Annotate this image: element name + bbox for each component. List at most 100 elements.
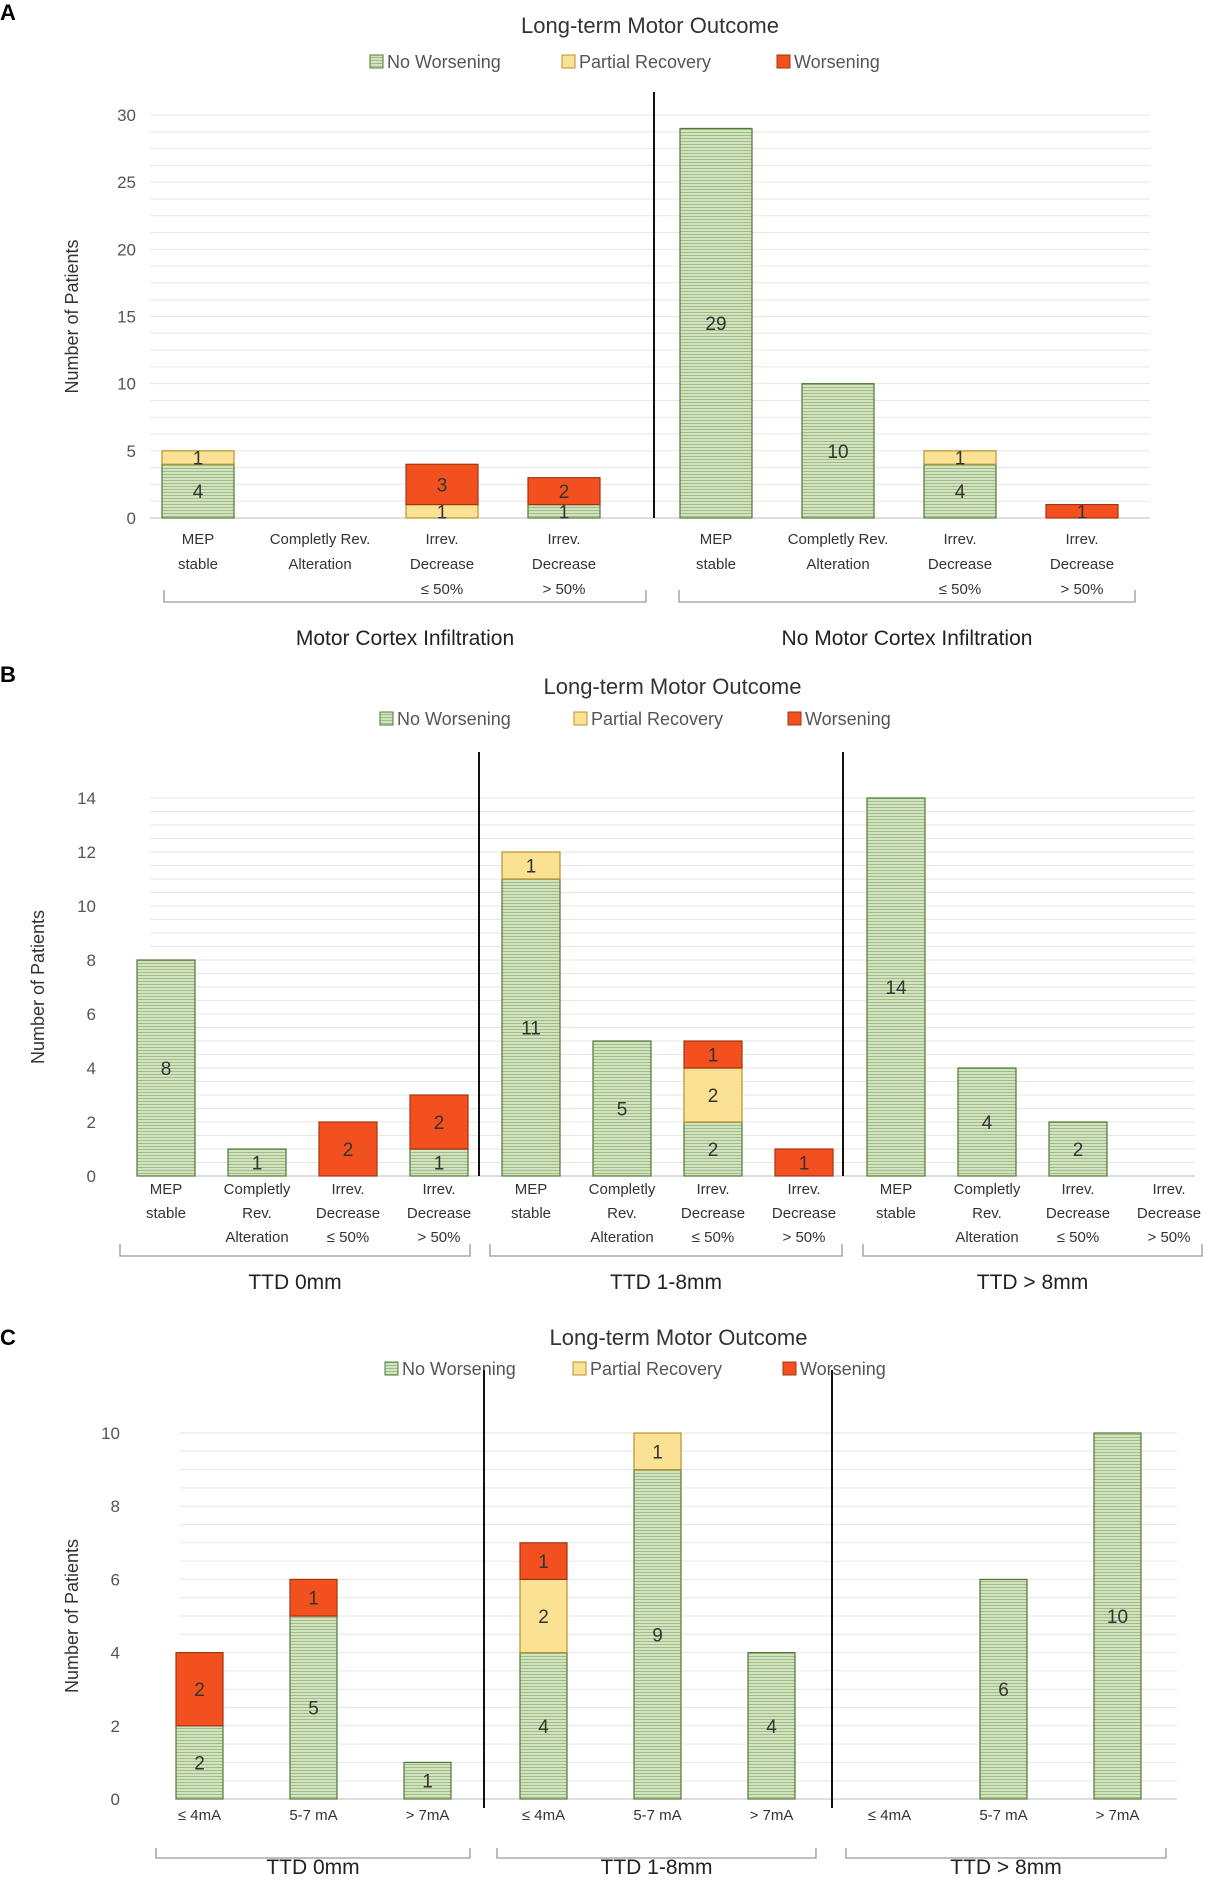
data-label: 1 [559,502,570,523]
bar-segment-no-worsening [501,878,561,1177]
data-label: 1 [526,857,537,878]
y-tick-label: 6 [87,1005,96,1024]
category-label: ≤ 4mA [868,1807,911,1824]
bar-segment-no-worsening [979,1578,1028,1800]
legend-label: Partial Recovery [579,52,711,72]
bar-segment-no-worsening [161,463,235,519]
bar-segment-partial-recovery [923,450,997,465]
data-label: 2 [194,1680,205,1701]
y-tick-label: 2 [87,1113,96,1132]
y-tick-label: 10 [101,1424,120,1443]
bar-segment-no-worsening [1048,1121,1108,1177]
data-label: 1 [437,502,448,523]
y-tick-label: 8 [111,1497,120,1516]
bar-segment-no-worsening [592,1040,652,1177]
chart-title: Long-term Motor Outcome [550,1325,808,1350]
category-label: 5-7 mA [979,1807,1027,1824]
category-label: > 50% [1148,1229,1191,1246]
y-tick-label: 30 [117,106,136,125]
legend-swatch-partial-recovery [573,711,588,726]
data-label: 8 [161,1059,172,1080]
category-label: Irrev. [422,1181,455,1198]
category-label: Alteration [288,556,351,573]
category-label: Irrev. [425,531,458,548]
y-tick-label: 12 [77,843,96,862]
category-label: Decrease [681,1205,745,1222]
legend-swatch-worsening [776,54,791,69]
category-label: stable [511,1205,551,1222]
bar-segment-no-worsening [633,1468,682,1800]
category-label: ≤ 50% [1057,1229,1099,1246]
y-tick-label: 0 [111,1790,120,1809]
y-tick-label: 5 [127,442,136,461]
data-label: 10 [827,442,848,463]
category-label: > 50% [1061,581,1104,598]
data-label: 3 [437,475,448,496]
bar-segment-no-worsening [801,383,875,519]
data-label: 1 [308,1589,319,1610]
legend-swatch-worsening [787,711,802,726]
group-bracket [862,1244,1203,1257]
legend-swatch-partial-recovery [572,1361,587,1376]
category-label: Alteration [590,1229,653,1246]
category-label: stable [876,1205,916,1222]
data-label: 2 [343,1140,354,1161]
group-label: No Motor Cortex Infiltration [782,627,1033,650]
data-label: 2 [708,1086,719,1107]
bar-segment-no-worsening [683,1121,743,1177]
chart-panel-c: C Long-term Motor Outcome No Worsening Part… [0,1325,1177,1879]
data-label: 1 [252,1154,263,1175]
category-label: Irrev. [943,531,976,548]
bar-segment-worsening [774,1148,834,1177]
legend-swatch-no-worsening [379,711,394,726]
category-label: MEP [515,1181,548,1198]
group-label: TTD > 8mm [950,1856,1061,1879]
y-tick-label: 0 [87,1167,96,1186]
category-label: Decrease [928,556,992,573]
bar-segment-worsening [1045,503,1119,519]
category-label: Decrease [1050,556,1114,573]
bar-segment-no-worsening [175,1725,224,1800]
category-label: Completly [224,1181,291,1198]
category-label: Irrev. [547,531,580,548]
category-label: Rev. [972,1205,1002,1222]
category-label: Irrev. [1061,1181,1094,1198]
panel-letter: A [0,0,16,25]
category-label: Irrev. [1065,531,1098,548]
y-tick-label: 4 [111,1644,120,1663]
bar-segment-partial-recovery [161,450,235,465]
category-label: Decrease [1046,1205,1110,1222]
data-label: 2 [538,1607,549,1628]
legend-label: No Worsening [397,709,511,729]
legend-label: No Worsening [387,52,501,72]
category-label: > 50% [543,581,586,598]
legend-label: No Worsening [402,1359,516,1379]
data-label: 1 [708,1046,719,1067]
category-label: ≤ 50% [692,1229,734,1246]
category-label: Decrease [532,556,596,573]
group-bracket [155,1848,471,1859]
category-label: ≤ 50% [939,581,981,598]
data-label: 4 [193,482,204,503]
legend-label: Worsening [805,709,891,729]
category-label: ≤ 50% [421,581,463,598]
category-label: > 7mA [750,1807,794,1824]
category-label: > 50% [418,1229,461,1246]
category-label: ≤ 4mA [178,1807,221,1824]
bar-segment-no-worsening [136,959,196,1177]
legend-swatch-no-worsening [369,54,384,69]
bar-segment-partial-recovery [683,1067,743,1123]
data-label: 1 [538,1552,549,1573]
group-bracket [489,1244,843,1257]
category-label: > 7mA [406,1807,450,1824]
category-label: Alteration [806,556,869,573]
group-bracket [845,1848,1167,1859]
y-tick-label: 8 [87,951,96,970]
group-bracket [496,1848,817,1859]
chart-title: Long-term Motor Outcome [521,13,779,38]
y-axis-label: Number of Patients [28,910,48,1064]
bar-segment-worsening [527,477,601,506]
category-label: Completly Rev. [788,531,889,548]
chart-title: Long-term Motor Outcome [544,674,802,699]
